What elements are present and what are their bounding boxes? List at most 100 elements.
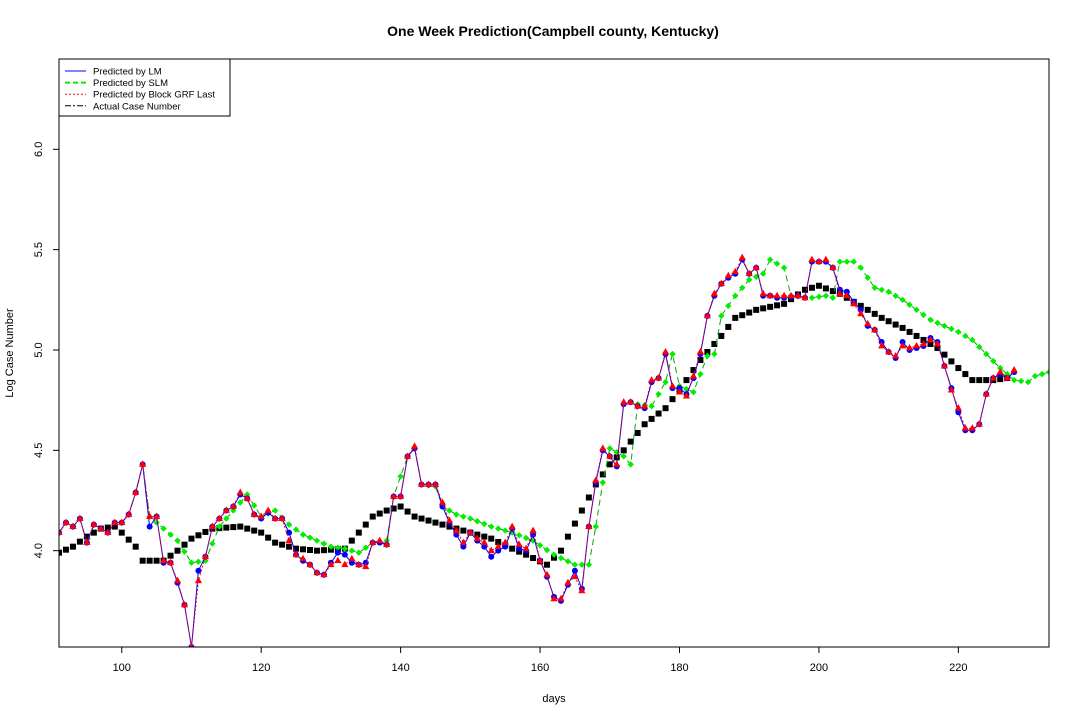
data-point bbox=[146, 557, 153, 564]
data-point bbox=[473, 534, 481, 542]
data-point bbox=[320, 570, 328, 578]
data-point bbox=[453, 531, 460, 538]
data-point bbox=[954, 404, 962, 411]
data-point bbox=[474, 531, 481, 538]
data-point bbox=[487, 546, 495, 554]
x-tick-label: 220 bbox=[949, 662, 967, 674]
data-point bbox=[222, 506, 230, 513]
data-point bbox=[753, 306, 760, 313]
data-point bbox=[495, 547, 502, 554]
data-point bbox=[417, 480, 426, 487]
data-point bbox=[641, 402, 649, 409]
data-point bbox=[369, 538, 377, 546]
series-layer bbox=[59, 253, 1049, 647]
data-point bbox=[968, 424, 976, 431]
data-point bbox=[1031, 372, 1039, 380]
data-point bbox=[118, 518, 126, 525]
data-point bbox=[564, 558, 572, 565]
data-point bbox=[104, 528, 112, 536]
data-point bbox=[704, 352, 711, 360]
data-point bbox=[1017, 377, 1025, 385]
data-point bbox=[397, 473, 404, 480]
data-point bbox=[738, 253, 746, 261]
data-point bbox=[717, 279, 725, 287]
data-point bbox=[697, 370, 704, 378]
data-point bbox=[746, 309, 753, 316]
data-point bbox=[258, 529, 265, 536]
data-point bbox=[59, 549, 62, 556]
data-point bbox=[906, 328, 913, 335]
data-point bbox=[620, 453, 627, 460]
data-point bbox=[661, 347, 670, 355]
data-point bbox=[544, 561, 551, 568]
data-point bbox=[571, 520, 578, 527]
data-point bbox=[237, 499, 244, 506]
data-point bbox=[662, 405, 669, 412]
data-point bbox=[516, 548, 523, 555]
data-point bbox=[223, 515, 230, 522]
data-point bbox=[941, 322, 948, 330]
data-point bbox=[265, 534, 272, 541]
data-point bbox=[774, 302, 781, 309]
data-point bbox=[696, 347, 705, 355]
data-point bbox=[83, 533, 90, 540]
data-point bbox=[272, 539, 279, 546]
data-point bbox=[955, 328, 962, 336]
data-point bbox=[341, 551, 348, 558]
data-point bbox=[59, 528, 63, 536]
data-point bbox=[996, 364, 1004, 372]
data-point bbox=[279, 541, 286, 548]
data-point bbox=[271, 514, 279, 521]
data-point bbox=[704, 348, 711, 355]
data-point bbox=[90, 529, 97, 536]
data-point bbox=[871, 325, 879, 333]
x-axis: 100 120 140 160 180 200 220 bbox=[113, 647, 968, 674]
data-point bbox=[509, 545, 516, 552]
data-point bbox=[732, 292, 739, 300]
data-point bbox=[146, 523, 153, 530]
data-point bbox=[495, 538, 502, 545]
data-point bbox=[446, 507, 453, 514]
data-point bbox=[195, 532, 202, 539]
data-point bbox=[208, 522, 216, 529]
data-point bbox=[885, 288, 892, 295]
y-tick-label: 6.0 bbox=[33, 142, 45, 157]
data-point bbox=[362, 521, 369, 528]
data-point bbox=[251, 527, 258, 534]
data-point bbox=[732, 314, 739, 321]
data-point bbox=[278, 514, 286, 521]
data-point bbox=[961, 424, 969, 431]
data-point bbox=[320, 547, 327, 554]
data-point bbox=[501, 527, 509, 534]
data-point bbox=[948, 358, 955, 365]
data-point bbox=[202, 557, 209, 564]
data-point bbox=[403, 452, 412, 459]
data-point bbox=[599, 479, 607, 486]
data-point bbox=[829, 263, 837, 271]
x-tick-label: 180 bbox=[670, 662, 688, 674]
data-point bbox=[690, 388, 697, 396]
data-point bbox=[780, 291, 788, 299]
data-point bbox=[90, 520, 98, 527]
data-point bbox=[480, 538, 488, 546]
data-point bbox=[522, 544, 530, 552]
data-point bbox=[83, 538, 91, 546]
data-point bbox=[313, 547, 320, 554]
data-point bbox=[306, 534, 314, 541]
data-point bbox=[488, 523, 495, 530]
data-point bbox=[948, 325, 955, 333]
data-point bbox=[522, 534, 530, 542]
data-point bbox=[320, 540, 328, 547]
data-point bbox=[250, 510, 258, 517]
data-point bbox=[934, 344, 941, 351]
data-point bbox=[898, 341, 907, 349]
data-point bbox=[194, 576, 203, 584]
data-point bbox=[578, 507, 585, 514]
data-point bbox=[180, 600, 189, 608]
data-point bbox=[174, 537, 181, 544]
data-point bbox=[641, 421, 648, 428]
data-point bbox=[745, 269, 753, 277]
data-point bbox=[718, 312, 725, 320]
data-point bbox=[202, 528, 209, 535]
data-point bbox=[654, 374, 663, 381]
